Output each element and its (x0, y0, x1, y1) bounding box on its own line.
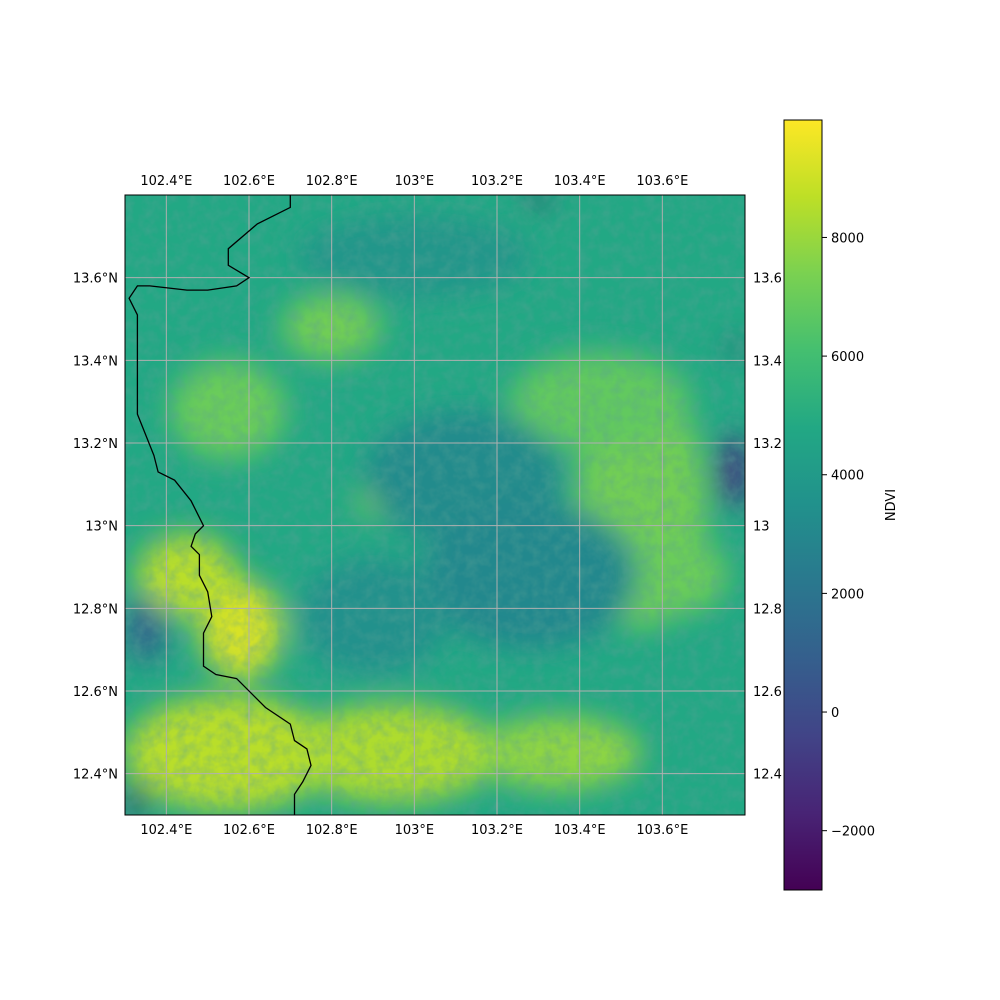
top-lon-tick-label: 102.6°E (223, 174, 275, 189)
right-lat-tick-label: 12.8 (753, 602, 782, 617)
left-lat-tick-label: 12.4°N (73, 768, 118, 783)
top-longitude-labels: 102.4°E 102.6°E 102.8°E 103°E 103.2°E 103.4°E… (140, 174, 688, 189)
right-latitude-labels: 12.4 12.6 12.8 13 13.2 13.4 13.6 (753, 272, 782, 783)
left-latitude-labels: 12.4°N 12.6°N 12.8°N 13°N 13.2°N 13.4°N 13.6°N (73, 272, 118, 783)
bottom-lon-tick-label: 102.8°E (306, 823, 358, 838)
colorbar-tick-label: 0 (831, 706, 839, 721)
colorbar-tick-label: −2000 (831, 825, 875, 840)
right-lat-tick-label: 13 (753, 520, 770, 535)
top-lon-tick-label: 103.6°E (636, 174, 688, 189)
bottom-lon-tick-label: 102.4°E (140, 823, 192, 838)
colorbar: −2000 0 2000 4000 6000 8000 NDVI (783, 119, 899, 891)
right-lat-tick-label: 13.6 (753, 272, 782, 287)
top-lon-tick-label: 103.2°E (471, 174, 523, 189)
left-lat-tick-label: 12.6°N (73, 685, 118, 700)
colorbar-gradient (784, 120, 822, 890)
bottom-lon-tick-label: 103.2°E (471, 823, 523, 838)
top-lon-tick-label: 103°E (395, 174, 435, 189)
colorbar-tick-label: 6000 (831, 350, 864, 365)
left-lat-tick-label: 13.6°N (73, 272, 118, 287)
map-area (125, 195, 745, 815)
colorbar-ticks: −2000 0 2000 4000 6000 8000 (822, 231, 875, 840)
top-lon-tick-label: 103.4°E (554, 174, 606, 189)
colorbar-tick-label: 2000 (831, 587, 864, 602)
bottom-lon-tick-label: 103.4°E (554, 823, 606, 838)
colorbar-label: NDVI (884, 489, 899, 521)
colorbar-tick-label: 4000 (831, 469, 864, 484)
bottom-lon-tick-label: 103°E (395, 823, 435, 838)
bottom-lon-tick-label: 102.6°E (223, 823, 275, 838)
left-lat-tick-label: 12.8°N (73, 602, 118, 617)
left-lat-tick-label: 13°N (85, 520, 118, 535)
bottom-longitude-labels: 102.4°E 102.6°E 102.8°E 103°E 103.2°E 103.4°E… (140, 823, 688, 838)
colorbar-tick-label: 8000 (831, 231, 864, 246)
right-lat-tick-label: 12.6 (753, 685, 782, 700)
left-lat-tick-label: 13.2°N (73, 437, 118, 452)
left-lat-tick-label: 13.4°N (73, 354, 118, 369)
right-lat-tick-label: 13.4 (753, 354, 782, 369)
right-lat-tick-label: 12.4 (753, 768, 782, 783)
country-border-line (128, 195, 312, 815)
colorbar-frame (783, 119, 823, 891)
bottom-lon-tick-label: 103.6°E (636, 823, 688, 838)
top-lon-tick-label: 102.8°E (306, 174, 358, 189)
map-texture (125, 195, 745, 815)
right-lat-tick-label: 13.2 (753, 437, 782, 452)
top-lon-tick-label: 102.4°E (140, 174, 192, 189)
map-frame (124, 194, 746, 816)
map-gridlines (125, 195, 745, 815)
